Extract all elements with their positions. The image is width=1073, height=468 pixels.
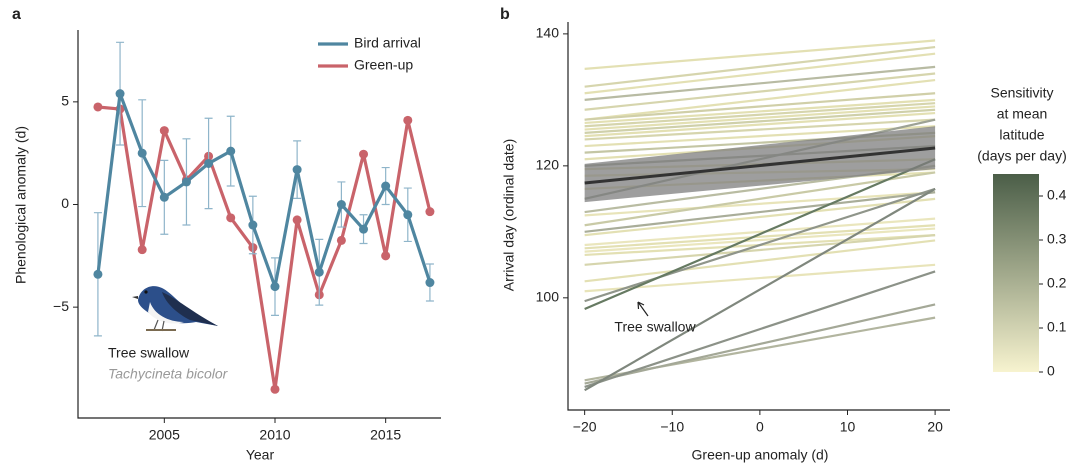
species-name: Tree swallow: [108, 345, 190, 361]
y-tick-label: −5: [53, 298, 69, 314]
sensitivity-line: [584, 65, 936, 101]
data-point: [336, 235, 346, 245]
colorbar-title: at mean: [997, 106, 1048, 122]
sensitivity-line: [584, 197, 936, 237]
sensitivity-line: [584, 45, 936, 88]
sensitivity-line: [584, 234, 936, 266]
bird-illustration: [132, 286, 218, 332]
y-axis-label: Phenological anomaly (d): [13, 126, 29, 284]
sensitivity-line: [584, 72, 936, 111]
axis-line: [77, 30, 441, 419]
sensitivity-line: [584, 98, 936, 125]
colorbar-tick-label: 0.1: [1047, 319, 1067, 335]
sensitivity-line: [584, 118, 936, 141]
sensitivity-line: [584, 39, 936, 70]
data-point: [403, 115, 413, 125]
data-point: [314, 267, 324, 277]
sensitivity-line: [584, 187, 936, 392]
data-point: [425, 278, 435, 288]
panel-label: a: [12, 6, 21, 23]
sensitivity-line: [584, 224, 936, 250]
legend-label: Green-up: [354, 57, 413, 73]
x-tick-label: 2015: [370, 427, 401, 443]
sensitivity-line: [584, 52, 936, 95]
legend-label: Bird arrival: [354, 35, 421, 51]
data-point: [159, 126, 169, 136]
data-point: [181, 177, 191, 187]
x-tick-label: −10: [660, 419, 684, 435]
data-point: [359, 224, 369, 234]
colorbar-tick-label: 0.3: [1047, 231, 1067, 247]
y-tick-label: 5: [61, 93, 69, 109]
data-point: [226, 213, 236, 223]
data-point: [93, 269, 103, 279]
sensitivity-line: [584, 108, 936, 134]
data-point: [115, 89, 125, 99]
data-point: [159, 192, 169, 202]
sensitivity-line: [584, 263, 936, 293]
sensitivity-line: [584, 227, 936, 253]
colorbar-title: (days per day): [977, 148, 1066, 164]
sensitivity-line: [584, 158, 936, 311]
data-point: [336, 199, 346, 209]
data-point: [292, 165, 302, 175]
colorbar-title: Sensitivity: [990, 85, 1053, 101]
sensitivity-line: [584, 303, 936, 385]
colorbar-tick-label: 0.4: [1047, 187, 1067, 203]
data-point: [403, 210, 413, 220]
data-point: [248, 220, 258, 230]
series-line: [96, 92, 432, 289]
sensitivity-line: [584, 270, 936, 388]
sensitivity-line: [584, 111, 936, 138]
data-point: [137, 245, 147, 255]
x-axis-label: Year: [246, 447, 275, 463]
annotation: Tree swallow: [614, 319, 696, 335]
x-tick-label: 0: [756, 419, 764, 435]
colorbar-tick-label: 0: [1047, 363, 1055, 379]
y-axis-label: Arrival day (ordinal date): [501, 139, 517, 292]
y-tick-label: 140: [536, 25, 560, 41]
sensitivity-line: [584, 187, 936, 303]
x-axis-label: Green-up anomaly (d): [692, 447, 829, 463]
x-tick-label: 2010: [259, 427, 290, 443]
data-point: [270, 282, 280, 292]
y-tick-label: 0: [61, 195, 69, 211]
sensitivity-line: [584, 171, 936, 227]
x-tick-label: 20: [927, 419, 943, 435]
sensitivity-line: [584, 191, 936, 217]
sensitivity-line: [584, 92, 936, 121]
mean-line: [584, 146, 936, 185]
data-point: [204, 158, 214, 168]
data-point: [381, 251, 391, 261]
data-point: [226, 146, 236, 156]
panel-label: b: [500, 6, 510, 23]
species-latin: Tachycineta bicolor: [108, 366, 229, 382]
colorbar: [993, 174, 1039, 372]
sensitivity-line: [584, 191, 936, 233]
sensitivity-line: [584, 125, 936, 148]
data-point: [425, 207, 435, 217]
y-tick-label: 100: [536, 289, 560, 305]
colorbar-title: latitude: [999, 127, 1044, 143]
x-tick-label: −20: [573, 419, 597, 435]
data-point: [137, 148, 147, 158]
data-point: [381, 181, 391, 191]
data-point: [292, 215, 302, 225]
x-tick-label: 2005: [149, 427, 180, 443]
data-point: [93, 102, 103, 112]
data-point: [270, 384, 280, 394]
data-point: [359, 149, 369, 159]
x-tick-label: 10: [840, 419, 856, 435]
sensitivity-line: [584, 78, 936, 121]
sensitivity-line: [584, 239, 936, 283]
sensitivity-line: [584, 105, 936, 131]
sensitivity-line: [584, 102, 936, 128]
colorbar-tick-label: 0.2: [1047, 275, 1067, 291]
y-tick-label: 120: [536, 157, 560, 173]
annotation-arrow: [637, 301, 649, 317]
axis-line: [567, 22, 950, 411]
